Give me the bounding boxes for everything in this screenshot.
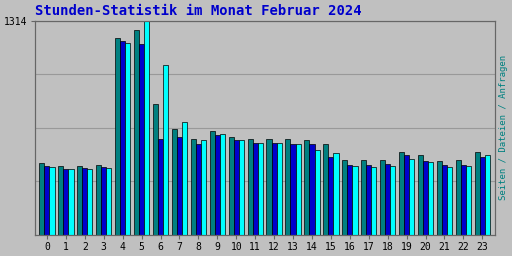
Bar <box>134 29 139 235</box>
Bar <box>158 139 163 235</box>
Bar <box>220 134 225 235</box>
Bar <box>485 155 490 235</box>
Bar <box>380 160 385 235</box>
Bar <box>456 160 461 235</box>
Bar <box>252 143 258 235</box>
Bar <box>290 144 295 235</box>
Bar <box>276 143 282 235</box>
Bar <box>366 165 371 235</box>
Bar <box>447 167 452 235</box>
Bar <box>106 168 112 235</box>
Bar <box>58 166 63 235</box>
Bar <box>82 168 88 235</box>
Y-axis label: Seiten / Dateien / Anfragen: Seiten / Dateien / Anfragen <box>499 55 508 200</box>
Bar <box>390 166 395 235</box>
Bar <box>371 167 376 235</box>
Bar <box>69 169 74 235</box>
Bar <box>266 139 271 235</box>
Bar <box>385 164 390 235</box>
Bar <box>115 38 120 235</box>
Bar <box>45 166 50 235</box>
Bar <box>480 157 485 235</box>
Bar <box>125 43 131 235</box>
Bar <box>475 152 480 235</box>
Bar <box>96 165 101 235</box>
Bar <box>285 139 290 235</box>
Bar <box>466 166 471 235</box>
Bar <box>209 131 215 235</box>
Bar <box>418 155 423 235</box>
Bar <box>163 65 168 235</box>
Bar <box>361 160 366 235</box>
Bar <box>196 144 201 235</box>
Bar <box>228 137 233 235</box>
Bar <box>333 153 338 235</box>
Bar <box>201 140 206 235</box>
Bar <box>247 139 252 235</box>
Bar <box>442 165 447 235</box>
Bar <box>304 140 309 235</box>
Bar <box>352 166 357 235</box>
Bar <box>295 144 301 235</box>
Bar <box>50 167 55 235</box>
Bar <box>172 129 177 235</box>
Bar <box>177 137 182 235</box>
Bar <box>39 163 45 235</box>
Bar <box>88 169 93 235</box>
Bar <box>271 143 276 235</box>
Bar <box>153 104 158 235</box>
Bar <box>428 162 433 235</box>
Bar <box>77 166 82 235</box>
Bar <box>233 140 239 235</box>
Bar <box>258 143 263 235</box>
Bar <box>215 135 220 235</box>
Bar <box>144 21 149 235</box>
Bar <box>347 165 352 235</box>
Bar <box>461 165 466 235</box>
Bar <box>63 169 69 235</box>
Bar <box>314 150 319 235</box>
Text: Stunden-Statistik im Monat Februar 2024: Stunden-Statistik im Monat Februar 2024 <box>35 4 361 18</box>
Bar <box>190 139 196 235</box>
Bar <box>139 44 144 235</box>
Bar <box>404 155 409 235</box>
Bar <box>101 167 106 235</box>
Bar <box>399 152 404 235</box>
Bar <box>409 159 414 235</box>
Bar <box>239 140 244 235</box>
Bar <box>437 161 442 235</box>
Bar <box>309 144 314 235</box>
Bar <box>182 122 187 235</box>
Bar <box>120 41 125 235</box>
Bar <box>323 144 328 235</box>
Bar <box>423 161 428 235</box>
Bar <box>328 157 333 235</box>
Bar <box>342 160 347 235</box>
